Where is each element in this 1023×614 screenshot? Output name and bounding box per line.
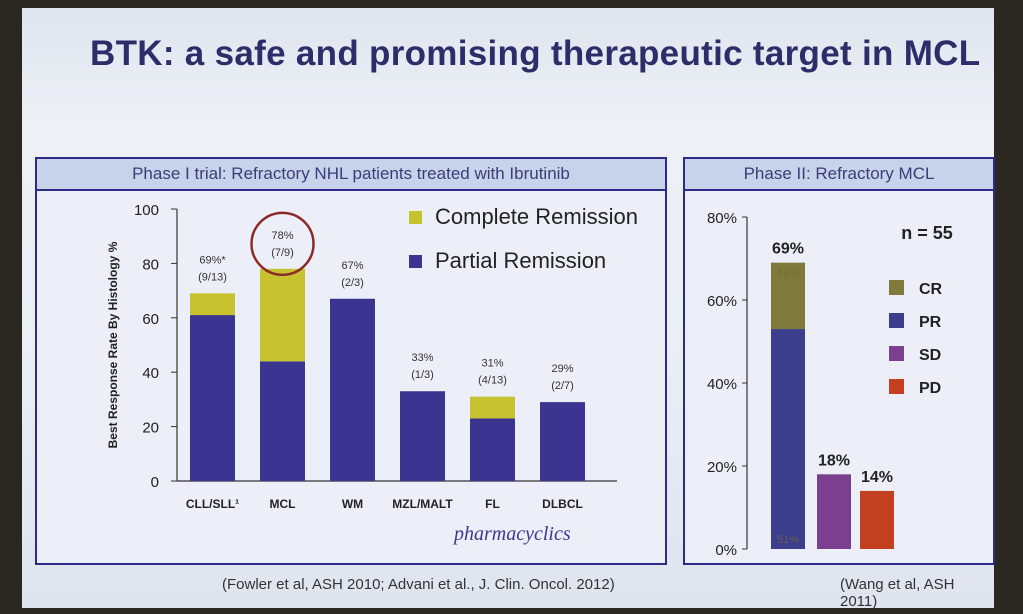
- bar-sd: [817, 474, 851, 549]
- legend-label: SD: [919, 347, 941, 364]
- bar-mcl-partial: [260, 361, 305, 481]
- data-label-fraction: (9/13): [198, 271, 227, 283]
- phase1-chart: 0 20 40 60 80 100 Best Response Rate By Histol…: [106, 202, 638, 511]
- x-tick-label: MCL: [270, 497, 296, 511]
- bar-dlbcl-partial: [540, 402, 585, 481]
- x-tick-label: WM: [342, 497, 363, 511]
- legend-label: Partial Remission: [435, 248, 606, 273]
- legend-swatch: [889, 346, 904, 361]
- phase1-panel: Phase I trial: Refractory NHL patients t…: [35, 157, 667, 565]
- y-tick-label: 60: [142, 311, 159, 328]
- highlight-circle: [250, 211, 315, 277]
- y-tick-label: 80: [142, 256, 159, 273]
- bar-wm-partial: [330, 298, 375, 481]
- legend-swatch: [409, 255, 422, 268]
- legend-label: PD: [919, 380, 941, 397]
- bar-fl-complete: [470, 396, 515, 419]
- bar-pr: [771, 329, 805, 549]
- data-label-fraction: (2/7): [551, 380, 574, 392]
- bar-cr: [771, 262, 805, 330]
- data-label-percent: 69%*: [199, 254, 226, 266]
- segment-label: 16%: [777, 268, 799, 280]
- y-tick-label: 40: [142, 365, 159, 382]
- legend-label: PR: [919, 314, 942, 331]
- bar-mcl-complete: [260, 268, 305, 362]
- data-label-percent: 78%: [271, 230, 293, 242]
- data-label-fraction: (2/3): [341, 277, 364, 289]
- slide-title: BTK: a safe and promising therapeutic ta…: [90, 34, 981, 73]
- x-tick-label: MZL/MALT: [392, 497, 453, 511]
- data-label-percent: 33%: [411, 352, 433, 364]
- y-tick-label: 20: [142, 420, 159, 437]
- data-label-fraction: (7/9): [271, 247, 294, 259]
- x-tick-label: CLL/SLL¹: [186, 497, 239, 511]
- segment-label: 51%: [777, 534, 799, 546]
- bar-total-label: 14%: [861, 469, 893, 486]
- data-label-percent: 31%: [481, 358, 503, 370]
- phase2-panel: Phase II: Refractory MCL 0% 20% 40% 60% 80% 5…: [683, 157, 995, 565]
- data-label-fraction: (4/13): [478, 375, 507, 387]
- pharmacyclics-logo: pharmacyclics: [454, 523, 571, 546]
- x-tick-label: FL: [485, 497, 500, 511]
- data-label-fraction: (1/3): [411, 369, 434, 381]
- slide: BTK: a safe and promising therapeutic ta…: [22, 8, 995, 610]
- legend-label: Complete Remission: [435, 204, 638, 229]
- citation-right: (Wang et al, ASH 2011): [840, 576, 955, 610]
- y-tick-label: 100: [134, 202, 159, 219]
- logo-text: pharmacyclics: [454, 523, 571, 545]
- data-label-percent: 29%: [551, 363, 573, 375]
- data-label-percent: 67%: [341, 260, 363, 272]
- legend-label: CR: [919, 281, 943, 298]
- sample-size-label: n = 55: [901, 223, 953, 243]
- legend-swatch: [889, 313, 904, 328]
- x-tick-label: DLBCL: [542, 497, 583, 511]
- y-tick-label: 60%: [707, 293, 737, 310]
- phase2-chart: 0% 20% 40% 60% 80% 51% 16% 69% 18% 14% n = 55 CR PR S…: [707, 210, 953, 559]
- bar-cll-sll-partial: [190, 315, 235, 481]
- bar-pd: [860, 490, 894, 549]
- phase1-panel-title: Phase I trial: Refractory NHL patients t…: [37, 159, 665, 191]
- y-axis-label: Best Response Rate By Histology %: [106, 241, 120, 448]
- y-tick-label: 40%: [707, 376, 737, 393]
- bar-mzl-malt-partial: [400, 391, 445, 481]
- y-tick-label: 20%: [707, 459, 737, 476]
- legend-swatch: [889, 379, 904, 394]
- y-tick-label: 0: [151, 474, 159, 491]
- phase2-panel-title: Phase II: Refractory MCL: [685, 159, 993, 191]
- citation-left: (Fowler et al, ASH 2010; Advani et al., …: [222, 576, 615, 593]
- legend-swatch: [409, 211, 422, 224]
- y-tick-label: 80%: [707, 210, 737, 227]
- y-tick-label: 0%: [715, 542, 737, 559]
- bar-total-label: 18%: [818, 452, 850, 469]
- bar-total-label: 69%: [772, 241, 804, 258]
- bar-cll-sll-complete: [190, 293, 235, 316]
- bar-fl-partial: [470, 418, 515, 481]
- legend-swatch: [889, 280, 904, 295]
